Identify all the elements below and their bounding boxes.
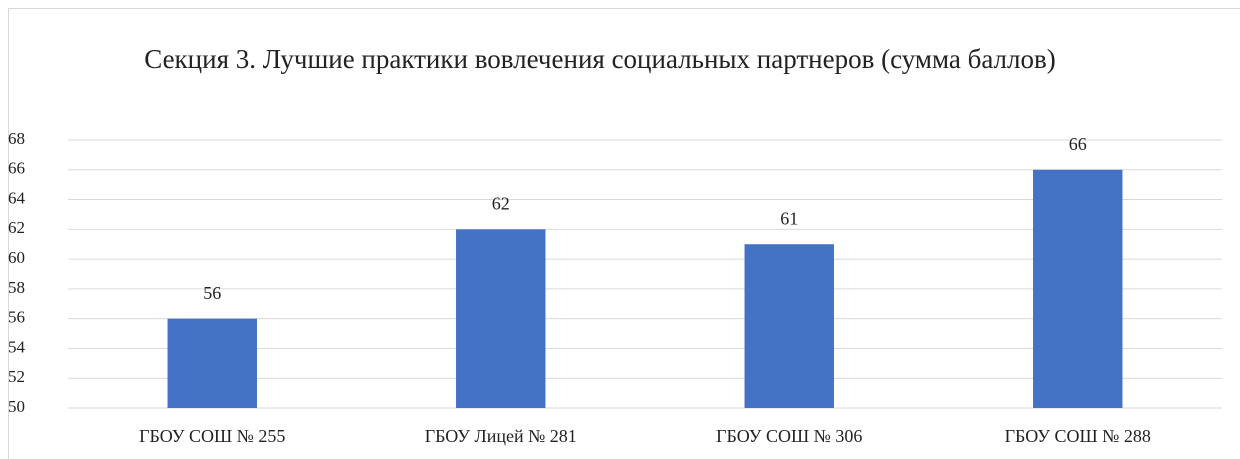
- y-tick-label: 50: [8, 397, 25, 416]
- y-tick-label: 66: [8, 159, 25, 178]
- x-tick-label: ГБОУ Лицей № 281: [425, 426, 577, 446]
- x-tick-label: ГБОУ СОШ № 255: [139, 426, 285, 446]
- chart-frame: [8, 8, 1240, 459]
- x-tick-label: ГБОУ СОШ № 306: [716, 426, 862, 446]
- bar: [167, 318, 257, 408]
- y-tick-label: 68: [8, 129, 25, 148]
- y-tick-label: 62: [8, 218, 25, 237]
- data-label: 56: [203, 283, 221, 303]
- y-tick-label: 58: [8, 278, 25, 297]
- y-tick-label: 64: [8, 188, 26, 207]
- chart-title: Секция 3. Лучшие практики вовлечения соц…: [144, 44, 1056, 74]
- data-label: 62: [492, 193, 510, 213]
- y-tick-label: 56: [8, 308, 25, 327]
- data-label: 61: [780, 208, 798, 228]
- bar: [456, 229, 546, 408]
- y-tick-label: 60: [8, 248, 25, 267]
- data-label: 66: [1069, 134, 1087, 154]
- x-tick-label: ГБОУ СОШ № 288: [1005, 426, 1151, 446]
- bar: [744, 244, 834, 408]
- bar: [1033, 169, 1123, 408]
- y-tick-label: 54: [8, 337, 26, 356]
- y-tick-label: 52: [8, 367, 25, 386]
